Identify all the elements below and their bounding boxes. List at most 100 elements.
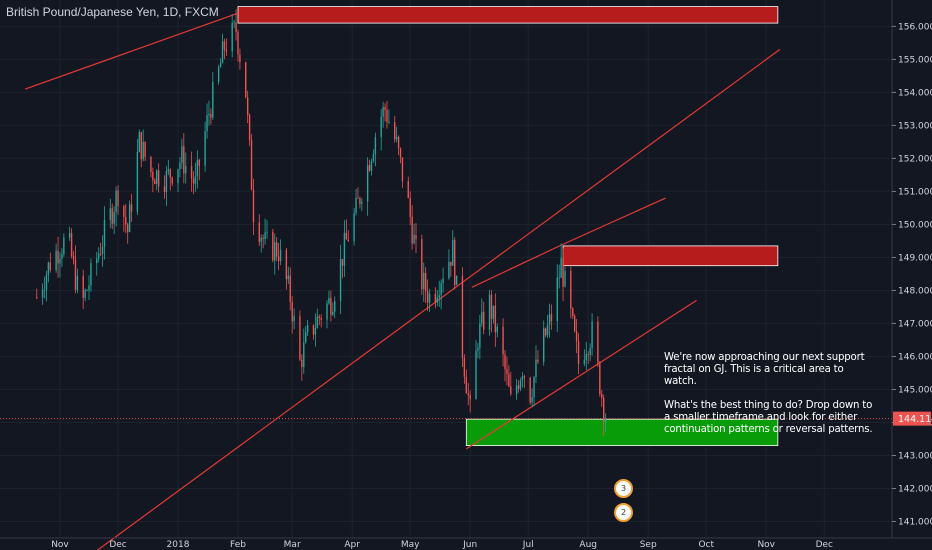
candle-body bbox=[90, 263, 92, 286]
candle-body bbox=[142, 142, 144, 160]
candle-body bbox=[343, 232, 346, 266]
candle-body bbox=[359, 198, 361, 204]
candle-body bbox=[264, 232, 266, 239]
candle-body bbox=[591, 321, 593, 348]
event-count: 3 bbox=[620, 484, 627, 493]
time-tick-label: Jun bbox=[462, 540, 477, 550]
candle-body bbox=[382, 107, 384, 117]
candle-body bbox=[475, 350, 477, 400]
note-paragraph-2: What's the best thing to do? Drop down t… bbox=[664, 400, 873, 435]
candle-body bbox=[305, 332, 307, 343]
candle-body bbox=[599, 362, 601, 395]
candle-body bbox=[454, 239, 456, 285]
candle-body bbox=[463, 357, 466, 377]
candle-body bbox=[575, 331, 578, 342]
candle-body bbox=[68, 233, 71, 238]
candle-body bbox=[177, 169, 179, 184]
trendline bbox=[24, 12, 239, 90]
candle-body bbox=[156, 170, 158, 185]
candle-body bbox=[206, 115, 208, 132]
candle-body bbox=[223, 41, 226, 50]
price-axis[interactable]: 156.000 155.000 154.000 153.000 152.000 151.0… bbox=[892, 22, 932, 527]
candle-body bbox=[455, 275, 458, 285]
candle-body bbox=[426, 291, 429, 303]
analysis-note: We're now approaching our next support f… bbox=[664, 352, 878, 448]
candle-body bbox=[82, 275, 84, 298]
trendline bbox=[471, 243, 564, 288]
candle-body bbox=[287, 275, 290, 280]
candle-body bbox=[179, 162, 181, 170]
candle-body bbox=[171, 177, 173, 184]
candle-body bbox=[380, 116, 382, 138]
candle-body bbox=[370, 161, 373, 171]
time-tick-label: Sep bbox=[640, 540, 657, 550]
candle-body bbox=[515, 385, 518, 395]
price-tick-label: 154.000 bbox=[898, 88, 932, 98]
candle-body bbox=[185, 166, 187, 174]
candle-body bbox=[262, 237, 264, 239]
candle-body bbox=[519, 380, 522, 389]
candle-body bbox=[274, 242, 276, 261]
candle-body bbox=[208, 113, 210, 116]
candle-body bbox=[210, 113, 212, 118]
candle-body bbox=[217, 67, 220, 82]
event-badge-3[interactable]: 3 bbox=[614, 479, 633, 498]
time-tick-label: Dec bbox=[109, 540, 126, 550]
candle-body bbox=[502, 326, 504, 355]
candle-body bbox=[277, 256, 280, 261]
candle-body bbox=[109, 208, 111, 220]
candle-body bbox=[558, 277, 560, 279]
candle-body bbox=[481, 311, 483, 324]
candle-body bbox=[467, 393, 469, 396]
candle-body bbox=[103, 219, 106, 247]
time-axis[interactable]: Nov Dec 2018 Feb Mar Apr May Jun Jul Aug Sep Oct Nov… bbox=[51, 540, 833, 550]
candle-body bbox=[144, 142, 146, 157]
candle-body bbox=[239, 54, 241, 63]
candle-body bbox=[266, 231, 268, 233]
candle-body bbox=[61, 254, 63, 259]
candle-body bbox=[415, 234, 417, 240]
candle-body bbox=[570, 270, 572, 309]
candle-body bbox=[74, 259, 77, 290]
candle-body bbox=[428, 293, 431, 303]
candle-body bbox=[585, 354, 587, 361]
note-paragraph-1: We're now approaching our next support f… bbox=[664, 352, 865, 387]
candle-body bbox=[260, 237, 262, 242]
candle-body bbox=[341, 258, 344, 266]
candle-body bbox=[219, 62, 222, 68]
candle-body bbox=[36, 297, 38, 298]
candle-body bbox=[521, 376, 524, 381]
candle-body bbox=[235, 22, 237, 33]
candle-body bbox=[604, 419, 607, 422]
candle-body bbox=[384, 107, 386, 110]
time-tick-label: Mar bbox=[284, 540, 301, 550]
candle-body bbox=[301, 359, 303, 368]
candle-body bbox=[452, 239, 454, 266]
candle-body bbox=[312, 325, 315, 335]
candle-body bbox=[535, 359, 537, 378]
candle-body bbox=[442, 278, 444, 284]
candle-body bbox=[564, 270, 566, 287]
candle-body bbox=[154, 180, 156, 185]
event-badge-2[interactable]: 2 bbox=[614, 503, 633, 522]
candle-body bbox=[461, 275, 464, 358]
candle-body bbox=[111, 208, 113, 224]
candle-body bbox=[492, 305, 495, 319]
candle-body bbox=[318, 316, 320, 318]
candle-body bbox=[347, 239, 349, 242]
candle-body bbox=[562, 257, 564, 287]
candle-body bbox=[546, 324, 549, 336]
price-tick-label: 145.000 bbox=[898, 385, 932, 395]
candle-body bbox=[326, 303, 328, 320]
candle-body bbox=[531, 397, 533, 403]
candle-body bbox=[339, 258, 342, 302]
candle-body bbox=[332, 311, 334, 315]
price-tick-label: 150.000 bbox=[898, 220, 932, 230]
candle-body bbox=[411, 216, 413, 244]
time-tick-label: Nov bbox=[51, 540, 69, 550]
candle-body bbox=[245, 62, 247, 98]
candle-body bbox=[41, 289, 44, 298]
candle-body bbox=[543, 328, 545, 362]
candle-body bbox=[194, 176, 197, 184]
